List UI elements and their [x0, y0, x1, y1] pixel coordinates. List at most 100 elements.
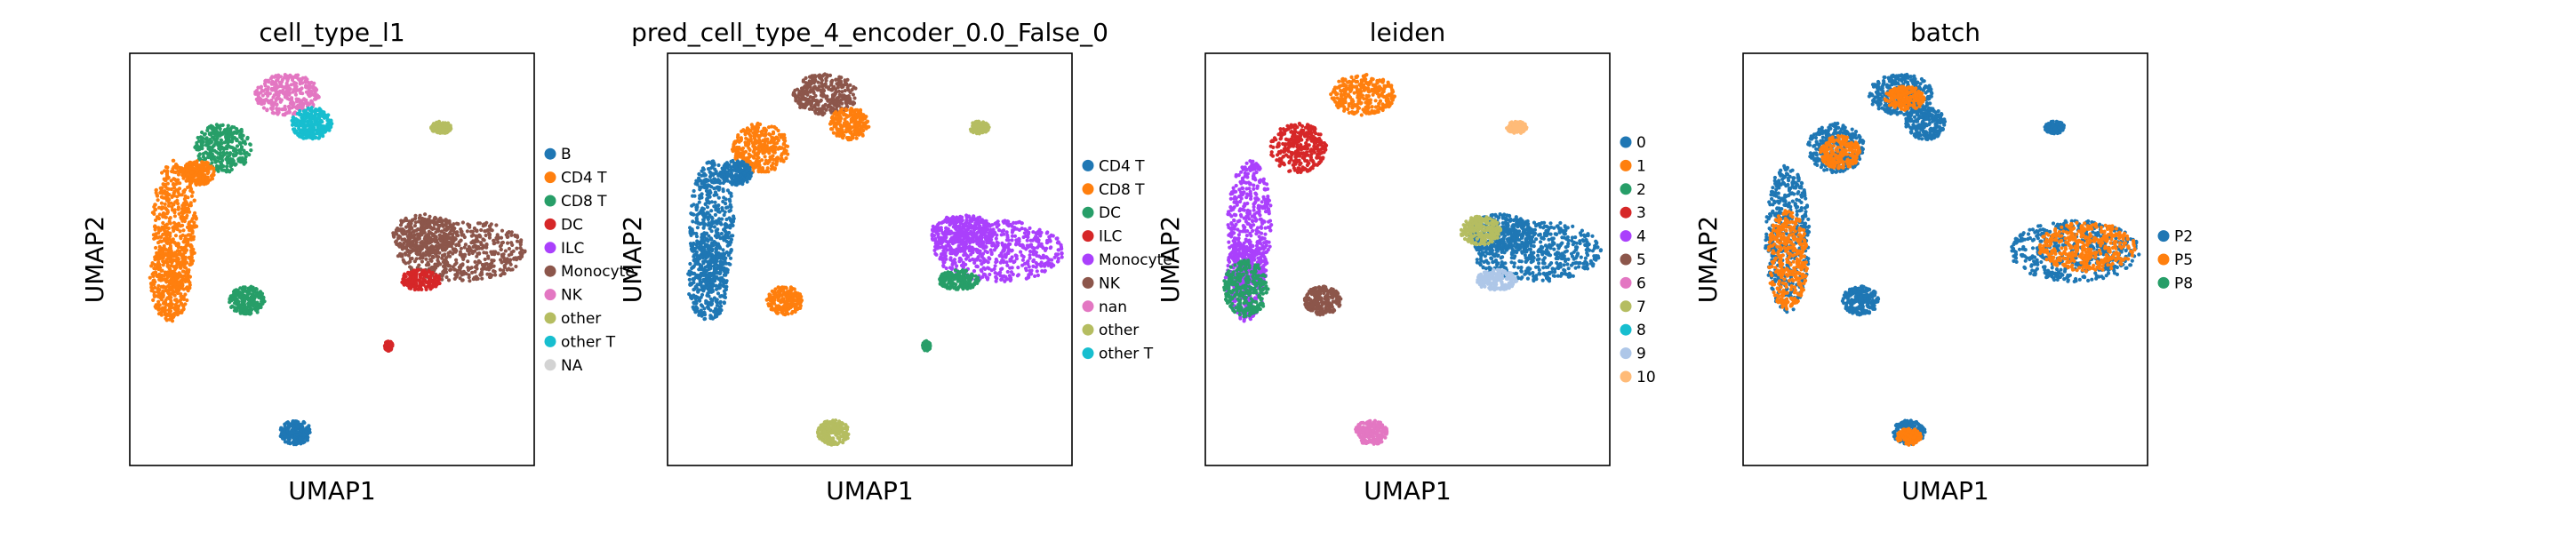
point: [149, 282, 154, 287]
point: [764, 147, 768, 152]
point: [176, 258, 180, 262]
point: [172, 282, 177, 287]
point: [161, 301, 166, 306]
point: [257, 91, 261, 96]
point: [468, 246, 472, 251]
point: [223, 131, 228, 135]
point: [250, 298, 254, 302]
point: [288, 430, 292, 434]
point: [275, 96, 280, 100]
point: [790, 309, 795, 314]
point: [414, 257, 419, 261]
point: [248, 301, 252, 306]
point: [176, 304, 180, 308]
point: [518, 257, 523, 261]
point: [502, 259, 507, 263]
point: [714, 208, 718, 212]
point: [483, 257, 487, 262]
point: [163, 225, 168, 229]
point: [499, 235, 504, 240]
point: [733, 139, 738, 144]
point: [312, 89, 316, 93]
point: [699, 241, 703, 245]
point: [709, 179, 715, 184]
legend-marker: [544, 195, 556, 207]
point: [771, 131, 776, 136]
point: [702, 306, 707, 311]
point: [768, 140, 772, 145]
point: [400, 219, 404, 224]
point: [708, 171, 713, 175]
point: [458, 252, 462, 257]
point: [713, 262, 717, 266]
point: [752, 155, 756, 160]
point: [413, 239, 419, 243]
point: [484, 266, 489, 271]
point: [751, 166, 756, 171]
point: [767, 159, 772, 163]
point: [782, 136, 787, 140]
point: [476, 276, 480, 281]
point: [171, 166, 175, 171]
point: [272, 93, 276, 98]
point: [162, 177, 166, 181]
point: [245, 293, 250, 298]
point: [710, 159, 715, 163]
point: [479, 227, 484, 233]
point: [704, 298, 708, 303]
point: [276, 91, 281, 96]
point: [781, 141, 787, 146]
point: [419, 282, 423, 288]
point: [728, 262, 732, 266]
point: [218, 155, 222, 161]
point: [458, 250, 463, 254]
point: [192, 213, 196, 218]
point: [485, 272, 490, 276]
point: [269, 98, 274, 103]
point: [256, 100, 260, 106]
point: [422, 274, 427, 278]
point: [460, 233, 464, 237]
point: [233, 163, 237, 167]
point: [238, 148, 243, 153]
point: [694, 231, 699, 236]
point: [412, 235, 416, 240]
point: [182, 197, 187, 202]
point: [786, 295, 790, 299]
point: [702, 251, 707, 255]
point: [412, 224, 417, 228]
point: [406, 223, 411, 227]
point: [427, 223, 431, 227]
point: [177, 211, 181, 216]
point: [702, 173, 707, 178]
point: [156, 287, 160, 291]
point: [181, 228, 186, 233]
point: [463, 243, 468, 247]
point: [158, 190, 163, 195]
point: [414, 272, 419, 276]
point: [238, 290, 243, 295]
point: [258, 292, 262, 297]
legend-entry: ILC: [544, 240, 584, 258]
point: [707, 294, 711, 298]
point: [515, 246, 519, 251]
point: [700, 234, 705, 238]
point: [454, 221, 459, 226]
point: [388, 344, 393, 348]
point: [709, 209, 714, 213]
point: [774, 135, 779, 139]
point: [229, 132, 235, 138]
point: [424, 250, 428, 254]
point: [420, 246, 424, 251]
point: [756, 167, 761, 171]
point: [199, 135, 204, 139]
point: [444, 256, 449, 260]
point: [200, 160, 204, 164]
point: [162, 211, 166, 216]
point: [283, 440, 287, 444]
point: [307, 128, 311, 132]
point: [229, 167, 234, 171]
point: [731, 219, 736, 224]
point: [266, 85, 270, 90]
